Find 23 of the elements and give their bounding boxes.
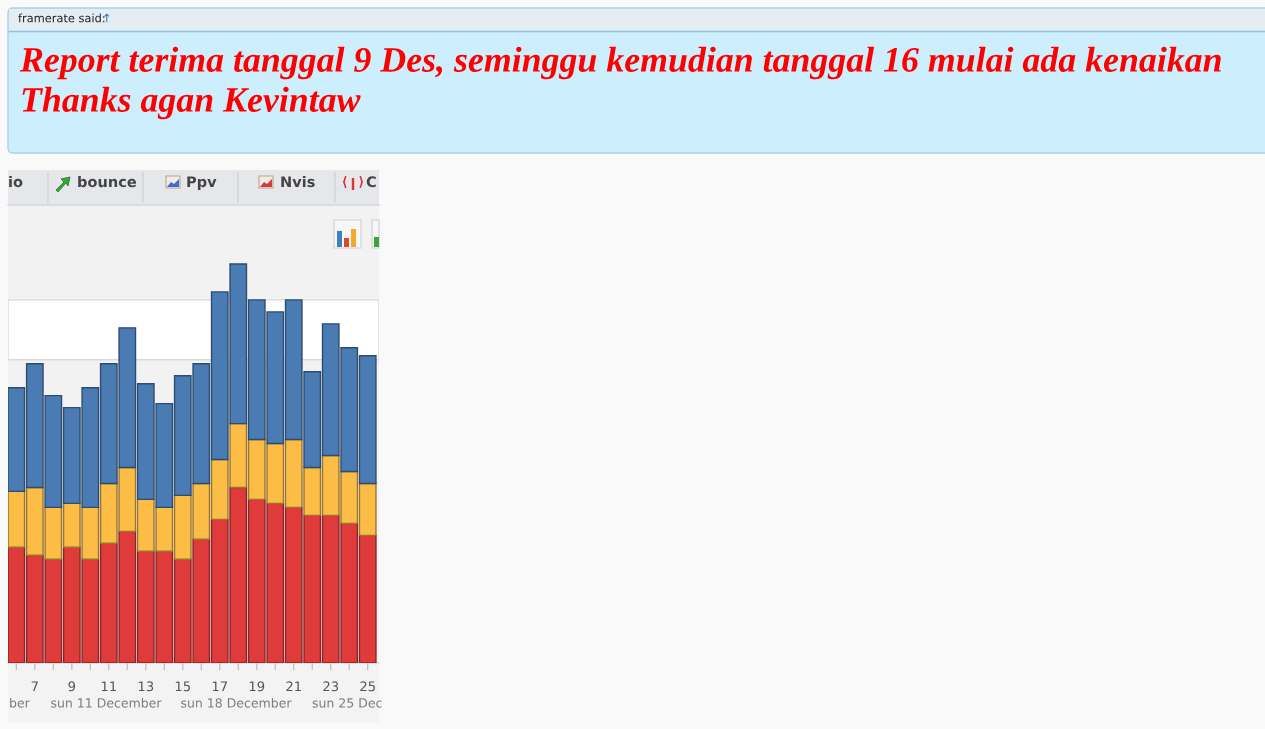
text: sun 25 Dec — [312, 698, 382, 708]
text: ↑ — [104, 13, 110, 23]
x-tick-label: 11 — [101, 681, 116, 692]
text: bounce — [78, 175, 137, 188]
text: sun 11 December — [51, 697, 162, 708]
chart-subtitle: Thanks agan Kevintaw — [22, 86, 361, 120]
text: Ppv — [187, 176, 217, 191]
x-tick-label: 19 — [249, 681, 265, 692]
x-tick-label: 21 — [286, 681, 301, 692]
x-tick-label: 23 — [323, 681, 339, 692]
x-tick-label: 13 — [138, 681, 154, 692]
text: sun 18 December — [181, 697, 292, 708]
text: C — [366, 176, 376, 188]
x-tick-label: 17 — [212, 681, 228, 692]
text: framerate said: — [18, 13, 105, 23]
text: Nvis — [281, 175, 315, 188]
x-tick-label: 7 — [31, 681, 38, 692]
x-tick-label: 9 — [68, 681, 76, 692]
text: Report terima tanggal 9 Des, seminggu kemudian tanggal 16 mulai ada kenaikan — [19, 46, 1221, 80]
x-tick-label: 25 — [360, 681, 375, 692]
text: io — [9, 175, 23, 188]
x-tick-label: 15 — [175, 681, 191, 692]
text: ber — [10, 697, 30, 708]
